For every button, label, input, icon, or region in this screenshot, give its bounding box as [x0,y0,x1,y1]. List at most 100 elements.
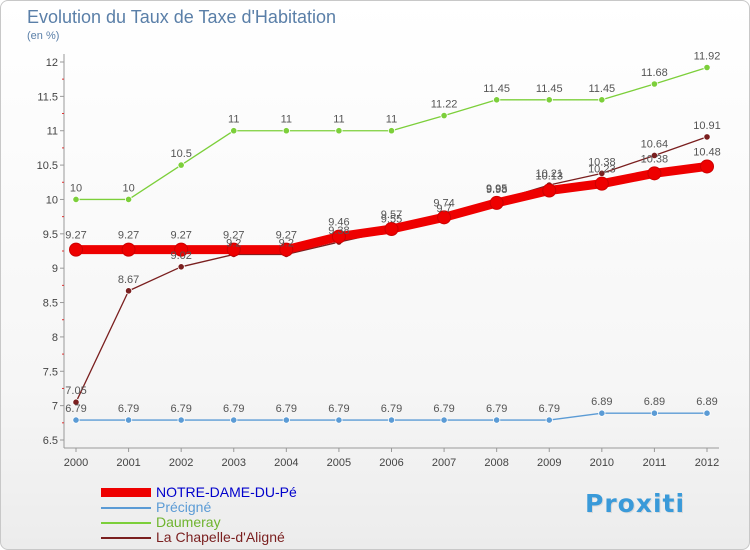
data-label: 11.22 [431,99,458,111]
data-label: 7.05 [65,385,86,397]
data-point [335,416,343,424]
legend-label: La Chapelle-d'Aligné [156,529,285,545]
data-point [177,161,185,169]
data-label: 9.74 [433,197,454,209]
data-label: 6.89 [644,396,665,408]
x-tick-label: 2008 [484,457,508,469]
data-point [650,151,659,160]
data-label: 6.79 [433,403,454,415]
data-label: 9.57 [381,209,402,221]
data-label: 11 [333,114,344,126]
data-point [230,416,238,424]
data-point [440,416,448,424]
data-point [700,159,714,174]
data-point [177,263,185,271]
x-tick-label: 2004 [274,457,298,469]
data-label: 9.38 [328,225,349,237]
data-label: 6.79 [539,403,560,415]
data-label: 6.79 [223,403,244,415]
data-label: 10.64 [641,138,669,150]
x-tick-label: 2010 [590,457,614,469]
data-point [598,409,606,417]
x-tick-label: 2012 [695,457,719,469]
legend-swatch [101,506,151,509]
y-tick-label: 8 [52,332,58,344]
data-label: 9.46 [328,217,349,229]
data-point [121,242,136,257]
data-point [279,242,294,257]
data-point [598,169,606,177]
legend-swatch [101,536,151,539]
data-point [598,96,606,104]
data-point [230,127,238,135]
data-point [124,416,133,424]
x-tick-label: 2003 [222,457,246,469]
data-point [545,416,553,424]
data-point [703,409,711,417]
axes: 6.5 7 7.5 8 8.5 9 9.5 10 10.5 11 11.5 12 2000 2001 200… [37,54,719,469]
x-tick-label: 2009 [537,457,561,469]
data-label: 9.27 [65,230,86,242]
data-point [493,96,501,104]
data-point [542,183,557,198]
data-point [174,242,189,257]
data-label: 10.38 [641,153,669,165]
data-label: 6.89 [696,396,717,408]
data-label: 11 [281,114,292,126]
data-point [440,112,448,120]
data-label: 10.38 [588,156,616,168]
y-tick-label: 9.5 [43,229,58,241]
data-label: 10.23 [588,164,616,176]
data-point [647,166,662,181]
data-point [282,416,290,424]
x-tick-label: 2001 [116,457,140,469]
y-tick-label: 11 [47,126,58,138]
data-point [384,222,399,237]
x-tick-label: 2007 [432,457,456,469]
y-tick-label: 10 [46,194,58,206]
data-point [177,416,185,424]
data-label: 6.79 [65,403,86,415]
data-label: 6.79 [381,403,402,415]
data-point [72,398,80,406]
chart-subtitle: (en %) [27,30,60,42]
y-tick-label: 12 [46,57,58,69]
data-point [387,127,396,135]
data-point [650,80,659,88]
legend-swatch [101,488,151,497]
y-tick-label: 10.5 [37,160,58,172]
data-label: 9.27 [276,230,297,242]
data-point [226,242,241,257]
data-label: 10.91 [693,120,721,132]
data-label: 9.2 [279,237,294,249]
legend-label: NOTRE-DAME-DU-Pé [156,484,297,500]
x-tick-label: 2000 [64,457,88,469]
data-point [331,229,346,244]
x-tick-label: 2005 [327,457,351,469]
data-label: 10 [70,182,82,194]
series-line [75,136,708,403]
x-tick-label: 2011 [643,457,667,469]
y-tick-label: 8.5 [43,298,58,310]
data-label: 11.68 [641,67,668,79]
data-label: 9.2 [226,237,241,249]
data-point [335,127,343,135]
legend-label: Précigné [156,499,212,515]
data-label: 9.95 [486,183,507,195]
data-label: 10.13 [535,171,563,183]
data-point [124,195,133,204]
y-tick-label: 11.5 [37,91,58,103]
chart-title: Evolution du Taux de Taxe d'Habitation [27,7,336,27]
data-label: 11 [386,114,397,126]
data-label: 9.7 [436,203,451,215]
data-label: 11.45 [588,83,615,95]
brand-logo: Proxiti [585,489,686,518]
data-point [703,133,711,141]
data-point [650,409,659,417]
data-label: 10.5 [170,148,191,160]
data-label: 11 [228,114,239,126]
data-point [72,195,80,204]
data-label: 6.79 [118,403,139,415]
